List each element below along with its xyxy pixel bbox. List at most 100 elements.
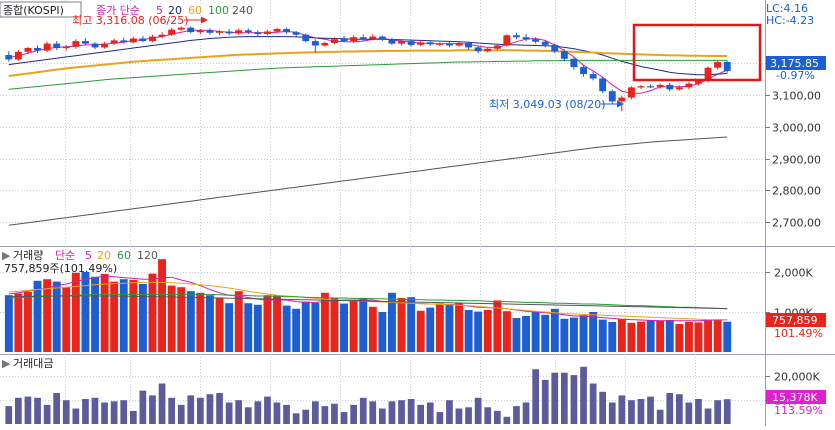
- amount-bar: [695, 399, 702, 424]
- price-axis-tick-label: 2,700,00: [772, 217, 821, 230]
- candle-body: [388, 39, 396, 44]
- volume-bar: [416, 310, 425, 352]
- candle-body: [599, 78, 607, 92]
- volume-bar: [148, 273, 157, 352]
- symbol-box[interactable]: [0, 1, 82, 18]
- amount-bar: [120, 400, 128, 424]
- amount-bar: [5, 406, 13, 424]
- amount-bar: [714, 400, 721, 424]
- candlesticks: [5, 26, 731, 112]
- candle-body: [398, 41, 405, 44]
- amount-bar: [599, 391, 606, 424]
- candle-body: [264, 31, 271, 34]
- volume-bar: [4, 295, 13, 352]
- price-moving-averages: [8, 29, 728, 94]
- amount-bar: [580, 366, 587, 424]
- amount-bar: [235, 400, 242, 424]
- amount-bar: [177, 404, 185, 424]
- candle-body: [110, 40, 118, 44]
- volume-ma60-line: [8, 293, 728, 310]
- amount-bar: [628, 400, 635, 424]
- volume-bar: [273, 295, 281, 352]
- volume-bar: [359, 298, 368, 352]
- amount-bar: [110, 401, 118, 424]
- candle-body: [91, 43, 99, 48]
- candle-body: [225, 31, 233, 34]
- candle-body: [283, 29, 290, 33]
- candle-body: [149, 36, 156, 41]
- volume-bar: [119, 279, 128, 352]
- amount-bar: [273, 402, 281, 424]
- amount-bar: [465, 407, 472, 424]
- volume-bar: [378, 312, 387, 352]
- amount-bar: [446, 400, 453, 424]
- candle-body: [484, 48, 492, 52]
- volume-bar: [445, 304, 454, 352]
- candle-body: [541, 41, 549, 45]
- volume-bar: [713, 319, 722, 352]
- candle-body: [675, 87, 683, 90]
- volume-bar: [483, 310, 492, 352]
- amount-bar: [503, 416, 511, 424]
- amount-bar: [369, 401, 377, 424]
- volume-bar: [196, 292, 205, 352]
- volume-bar: [14, 293, 23, 352]
- volume-ma-legend-label: 단순: [55, 249, 75, 262]
- volume-bar: [244, 303, 253, 352]
- candle-body: [723, 62, 731, 71]
- candle-body: [34, 48, 41, 51]
- amount-bar: [436, 412, 444, 424]
- amount-bar: [340, 412, 348, 424]
- candle-body: [321, 43, 329, 46]
- amount-bar: [302, 409, 310, 424]
- volume-bar: [349, 300, 358, 352]
- candle-body: [139, 38, 147, 41]
- volume-bar: [407, 297, 416, 352]
- amount-bar: [62, 400, 70, 424]
- volume-bar: [531, 311, 540, 352]
- amount-bar: [513, 406, 520, 424]
- volume-bar: [340, 303, 348, 352]
- volume-bar: [368, 306, 377, 352]
- volume-bar: [627, 322, 636, 352]
- volume-bar: [598, 319, 607, 352]
- candle-body: [378, 36, 386, 40]
- amount-bar: [494, 410, 501, 424]
- price-axis-tick-label: 3,000,00: [772, 122, 821, 135]
- volume-bar: [503, 311, 511, 352]
- candle-body: [580, 67, 587, 75]
- amount-bar: [522, 402, 530, 424]
- volume-moving-averages: [8, 275, 728, 322]
- candle-body: [196, 30, 204, 33]
- current-price-change: -0.97%: [776, 69, 815, 82]
- amount-bar: [350, 404, 357, 424]
- volume-bar: [464, 310, 473, 352]
- volume-bar: [665, 320, 674, 352]
- candle-body: [522, 37, 530, 40]
- hc-label: HC:-4.23: [766, 14, 814, 27]
- candle-body: [608, 91, 616, 102]
- volume-bar: [637, 321, 645, 352]
- amount-bar: [139, 390, 147, 424]
- vol-ma120-legend: 120: [137, 249, 158, 262]
- amount-bar: [637, 399, 645, 424]
- ma100-line: [8, 59, 728, 90]
- volume-bar: [129, 280, 138, 352]
- candle-body: [474, 47, 482, 52]
- volume-bar: [560, 318, 569, 352]
- volume-bar: [455, 303, 463, 352]
- candle-body: [465, 43, 472, 48]
- amount-bar: [589, 383, 597, 424]
- amount-bar: [676, 394, 683, 424]
- volume-bar: [397, 298, 406, 352]
- volume-bar: [435, 303, 444, 352]
- volume-bar: [215, 297, 224, 352]
- volume-bar: [685, 322, 693, 352]
- candle-body: [101, 43, 108, 48]
- volume-bars: [4, 259, 732, 352]
- gridlines: [0, 0, 765, 426]
- volume-bar: [158, 259, 166, 352]
- amount-bar: [608, 402, 616, 424]
- candle-body: [656, 84, 664, 87]
- ma240-line: [8, 136, 728, 226]
